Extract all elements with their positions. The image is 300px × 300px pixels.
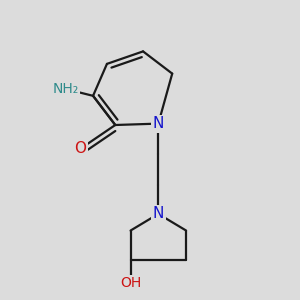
Text: N: N: [153, 116, 164, 131]
Text: O: O: [75, 141, 87, 156]
Text: OH: OH: [120, 276, 141, 290]
Text: NH₂: NH₂: [52, 82, 78, 96]
Text: N: N: [153, 206, 164, 221]
